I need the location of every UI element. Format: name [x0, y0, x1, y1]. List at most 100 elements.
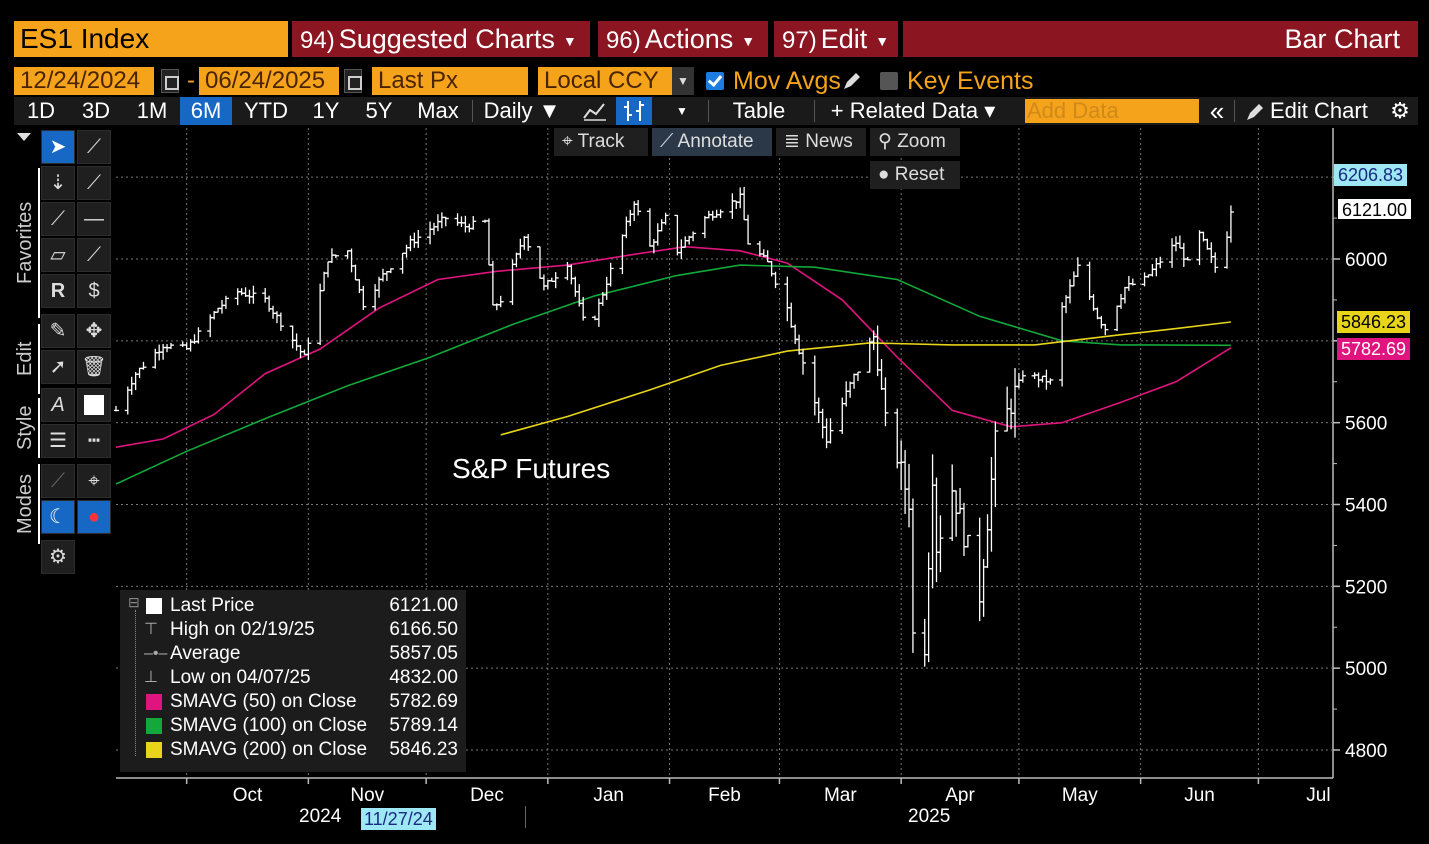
- percent-measure-icon[interactable]: ⇣: [41, 166, 75, 200]
- calendar-icon[interactable]: [344, 69, 362, 93]
- line-style-icon[interactable]: ┅: [77, 424, 111, 458]
- legend-value: 4832.00: [389, 667, 458, 688]
- fill-color-icon[interactable]: [77, 388, 111, 422]
- color-dots-icon[interactable]: ●: [77, 500, 111, 534]
- edit-tab[interactable]: Edit: [14, 324, 40, 394]
- legend-row: ⊤ High on 02/19/25 6166.50: [120, 618, 466, 642]
- frequency-select[interactable]: Daily ▼: [483, 98, 561, 123]
- legend-label: High on 02/19/25: [170, 619, 315, 640]
- start-date-field[interactable]: 12/24/2024: [14, 67, 154, 95]
- legend-value: 6121.00: [389, 595, 458, 616]
- mov-avgs-checkbox[interactable]: [706, 72, 724, 90]
- suggested-charts-menu[interactable]: 94) Suggested Charts ▼: [292, 21, 590, 57]
- edit-chart-button[interactable]: Edit Chart: [1270, 98, 1368, 123]
- legend-label: Last Price: [170, 595, 255, 616]
- table-button[interactable]: Table: [732, 98, 786, 123]
- period-1d[interactable]: 1D: [26, 98, 56, 123]
- last-price-tag: 6121.00: [1337, 198, 1413, 220]
- pencil-icon[interactable]: [841, 70, 863, 92]
- period-1y[interactable]: 1Y: [312, 98, 340, 123]
- favorites-tab[interactable]: Favorites: [14, 168, 40, 318]
- text-style-icon[interactable]: A: [41, 388, 75, 422]
- modes-tab[interactable]: Modes: [14, 464, 40, 544]
- legend-value: 6166.50: [389, 619, 458, 640]
- add-point-icon[interactable]: ➚: [41, 350, 75, 384]
- chevron-down-icon: ▼: [562, 32, 577, 49]
- trash-icon[interactable]: 🗑: [77, 350, 111, 384]
- crosshair-zoom-icon[interactable]: ⌖: [77, 464, 111, 498]
- legend-value: 5782.69: [389, 691, 458, 712]
- magnifier-icon: ⚲: [878, 131, 898, 152]
- x-tick-label: Oct: [233, 785, 263, 806]
- legend-label: SMAVG (100) on Close: [170, 715, 368, 736]
- actions-menu[interactable]: 96) Actions ▼: [598, 21, 768, 57]
- line-chart-icon[interactable]: [582, 100, 608, 122]
- ticker-field[interactable]: ES1 Index: [14, 21, 288, 57]
- gear-icon[interactable]: ⚙: [1390, 98, 1410, 123]
- y-tick-label: 5600: [1345, 414, 1387, 435]
- price-measure-icon[interactable]: $: [77, 274, 111, 308]
- select-arrow-icon[interactable]: ➤: [41, 130, 75, 164]
- legend-swatch: [146, 694, 162, 710]
- calendar-icon[interactable]: [161, 69, 179, 93]
- zoom-button[interactable]: ⚲ Zoom: [870, 128, 960, 156]
- date-range-dash: -: [187, 67, 195, 94]
- news-button[interactable]: ≣ News: [776, 128, 866, 156]
- chevron-down-icon[interactable]: ▼: [676, 104, 688, 118]
- key-events-checkbox[interactable]: [880, 72, 898, 90]
- line-weight-icon[interactable]: ☰: [41, 424, 75, 458]
- collapse-icon[interactable]: «: [1209, 96, 1225, 126]
- related-data-menu[interactable]: + Related Data ▾: [830, 98, 996, 123]
- bar-chart-icon[interactable]: [616, 97, 652, 125]
- period-ytd[interactable]: YTD: [244, 98, 288, 123]
- currency-select[interactable]: Local CCY: [538, 67, 672, 95]
- collapse-legend-icon[interactable]: ⊟: [128, 594, 140, 610]
- period-5y[interactable]: 5Y: [365, 98, 393, 123]
- line-draw-icon[interactable]: ⟋: [77, 130, 111, 164]
- price-chart[interactable]: 4800 5000 5200 5400 5600 6000 Oct Nov Dec Jan Feb M…: [114, 128, 1429, 844]
- reset-button[interactable]: ● Reset: [870, 161, 960, 189]
- legend-value: 5846.23: [389, 739, 458, 760]
- retracement-icon[interactable]: R: [41, 274, 75, 308]
- end-date-field[interactable]: 06/24/2025: [199, 67, 339, 95]
- move-icon[interactable]: ✥: [77, 314, 111, 348]
- magnet-icon[interactable]: ☾: [41, 500, 75, 534]
- mov-avgs-label[interactable]: Mov Avgs: [733, 67, 841, 95]
- pen-icon[interactable]: ✎: [41, 314, 75, 348]
- cross-price-tag: 6206.83: [1334, 164, 1408, 186]
- x-tick-label: Jun: [1184, 785, 1215, 806]
- pencil-icon[interactable]: [1244, 101, 1266, 123]
- x-tick-label: Nov: [350, 785, 384, 806]
- key-events-label[interactable]: Key Events: [907, 67, 1034, 95]
- trendline-icon[interactable]: ⟋: [77, 166, 111, 200]
- style-tab[interactable]: Style: [14, 398, 40, 458]
- legend-row: Last Price 6121.00: [120, 594, 466, 618]
- high-marker-icon: ⊤: [144, 621, 158, 638]
- settings-icon[interactable]: ⚙: [41, 540, 75, 574]
- sma50-tag: 5782.69: [1337, 338, 1411, 360]
- period-3d[interactable]: 3D: [81, 98, 111, 123]
- edit-menu[interactable]: 97) Edit ▼: [774, 21, 898, 57]
- segment-icon[interactable]: ⟋: [41, 202, 75, 236]
- chart-annotation[interactable]: S&P Futures: [452, 453, 611, 484]
- legend-value: 5857.05: [389, 643, 458, 664]
- field-select[interactable]: Last Px: [372, 67, 528, 95]
- track-button[interactable]: ⌖ Track: [554, 128, 648, 156]
- period-max[interactable]: Max: [417, 98, 459, 123]
- chevron-down-icon[interactable]: ▼: [672, 67, 694, 95]
- ray-icon[interactable]: ⟋: [77, 238, 111, 272]
- annotate-button[interactable]: ⟋ Annotate: [652, 128, 772, 156]
- crosshair-icon: ⌖: [562, 131, 578, 152]
- horizontal-line-icon[interactable]: —: [77, 202, 111, 236]
- y-tick-label: 5000: [1345, 659, 1387, 680]
- y-tick-label: 6000: [1345, 250, 1387, 271]
- toolbar: 1D 3D 1M 6M YTD 1Y 5Y Max Daily ▼ ▼ Tabl…: [14, 97, 1418, 125]
- collapse-triangle-icon[interactable]: [17, 133, 31, 141]
- channel-icon[interactable]: ▱: [41, 238, 75, 272]
- period-6m[interactable]: 6M: [180, 97, 232, 125]
- add-data-input[interactable]: Add Data: [1025, 99, 1199, 123]
- year-divider: [525, 806, 526, 828]
- period-1m[interactable]: 1M: [136, 98, 168, 123]
- eraser-icon[interactable]: ⟋: [41, 464, 75, 498]
- legend-swatch: [146, 718, 162, 734]
